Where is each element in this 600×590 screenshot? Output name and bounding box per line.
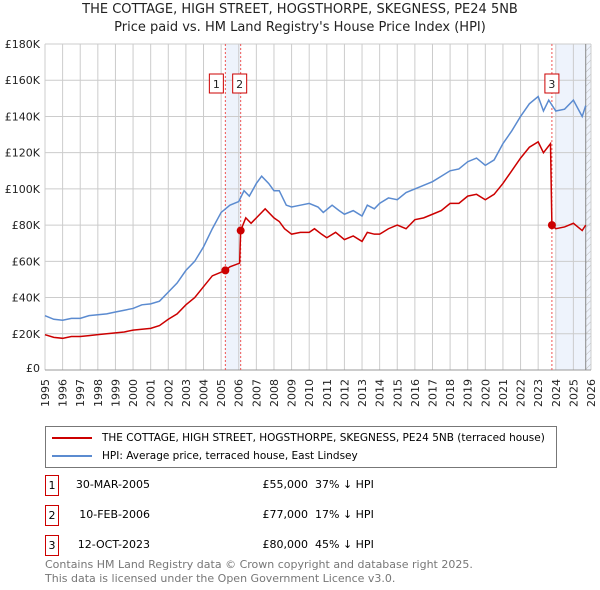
- x-tick-label: 2003: [180, 379, 193, 407]
- y-tick-label: £160K: [5, 74, 41, 87]
- legend-swatch-red: [52, 437, 92, 439]
- y-tick-label: £60K: [12, 255, 41, 268]
- x-tick-label: 2021: [497, 379, 510, 407]
- transaction-number: 2: [45, 505, 59, 526]
- legend-label: THE COTTAGE, HIGH STREET, HOGSTHORPE, SK…: [102, 432, 545, 444]
- shaded-region: [225, 44, 241, 370]
- transaction-hpi-diff: 17% ↓ HPI: [315, 508, 374, 521]
- x-tick-label: 2024: [550, 379, 563, 407]
- transaction-date: 12-OCT-2023: [77, 538, 150, 551]
- x-tick-label: 2012: [338, 379, 351, 407]
- transaction-price: £80,000: [262, 538, 309, 551]
- sale-label-box: [208, 73, 224, 94]
- x-tick-label: 1999: [109, 379, 122, 407]
- y-tick-label: £120K: [5, 147, 41, 160]
- transaction-hpi-diff: 45% ↓ HPI: [315, 538, 374, 551]
- x-tick-label: 2002: [162, 379, 175, 407]
- legend-item-property: THE COTTAGE, HIGH STREET, HOGSTHORPE, SK…: [52, 432, 545, 444]
- x-tick-label: 2015: [391, 379, 404, 407]
- chart-subtitle: Price paid vs. HM Land Registry's House …: [114, 20, 486, 35]
- legend-swatch-blue: [52, 455, 92, 457]
- footer-line-2: This data is licensed under the Open Gov…: [45, 572, 396, 585]
- y-tick-label: £20K: [12, 328, 41, 341]
- legend-item-hpi: HPI: Average price, terraced house, East…: [52, 450, 358, 462]
- x-tick-label: 2023: [532, 379, 545, 407]
- x-tick-label: 2006: [233, 379, 246, 407]
- y-tick-label: £100K: [5, 183, 41, 196]
- y-tick-label: £80K: [12, 219, 41, 232]
- x-tick-label: 2018: [444, 379, 457, 407]
- x-tick-label: 1995: [39, 379, 52, 407]
- legend-label: HPI: Average price, terraced house, East…: [102, 450, 358, 462]
- x-tick-label: 2019: [462, 379, 475, 407]
- sale-marker: [221, 266, 230, 275]
- x-tick-label: 2014: [374, 379, 387, 407]
- x-tick-label: 1998: [92, 379, 105, 407]
- x-tick-label: 2010: [303, 379, 316, 407]
- hpi-line: [44, 95, 587, 321]
- sale-marker: [236, 226, 245, 235]
- transaction-date: 10-FEB-2006: [79, 508, 150, 521]
- y-tick-label: £180K: [5, 38, 41, 51]
- footer-line-1: Contains HM Land Registry data © Crown c…: [45, 558, 473, 571]
- x-tick-label: 2009: [286, 379, 299, 407]
- sale-label-box: [544, 73, 560, 94]
- y-tick-label: £40K: [12, 292, 41, 305]
- price-paid-line: [44, 140, 587, 340]
- price-chart: 1995 1996 1997 1998 1999 2000 2001 2002 2003 2004…: [5, 38, 598, 407]
- x-tick-label: 2004: [198, 379, 211, 407]
- x-tick-label: 2001: [145, 379, 158, 407]
- chart-title: THE COTTAGE, HIGH STREET, HOGSTHORPE, SK…: [82, 2, 518, 17]
- transaction-row: 3 12-OCT-2023 £80,000 45% ↓ HPI: [45, 535, 445, 556]
- sale-marker: [547, 221, 556, 230]
- y-tick-label: £140K: [5, 110, 41, 123]
- x-tick-label: 2005: [215, 379, 228, 407]
- y-tick-label: £0: [26, 362, 40, 375]
- x-tick-label: 2000: [127, 379, 140, 407]
- sale-label: 3: [548, 78, 555, 91]
- x-tick-label: 2025: [567, 379, 580, 407]
- x-tick-label: 2017: [426, 379, 439, 407]
- transaction-row: 2 10-FEB-2006 £77,000 17% ↓ HPI: [45, 505, 445, 526]
- sale-label: 2: [236, 78, 243, 91]
- x-tick-label: 1996: [57, 379, 70, 407]
- transaction-number: 1: [45, 475, 59, 496]
- sale-label-box: [232, 73, 248, 94]
- x-tick-label: 2008: [268, 379, 281, 407]
- transaction-row: 1 30-MAR-2005 £55,000 37% ↓ HPI: [45, 475, 445, 496]
- x-tick-label: 2013: [356, 379, 369, 407]
- sale-label: 1: [213, 78, 220, 91]
- x-tick-label: 2016: [409, 379, 422, 407]
- x-tick-label: 2020: [479, 379, 492, 407]
- transaction-price: £77,000: [262, 508, 309, 521]
- transaction-hpi-diff: 37% ↓ HPI: [315, 478, 374, 491]
- x-tick-label: 2026: [585, 379, 598, 407]
- x-tick-label: 2007: [250, 379, 263, 407]
- x-tick-label: 2011: [321, 379, 334, 407]
- transaction-price: £55,000: [262, 478, 309, 491]
- legend: THE COTTAGE, HIGH STREET, HOGSTHORPE, SK…: [45, 426, 557, 468]
- transaction-date: 30-MAR-2005: [75, 478, 150, 491]
- transaction-number: 3: [45, 535, 59, 556]
- footer: Contains HM Land Registry data © Crown c…: [45, 558, 473, 586]
- forecast-hatch: [585, 44, 591, 370]
- x-tick-label: 1997: [74, 379, 87, 407]
- x-tick-label: 2022: [515, 379, 528, 407]
